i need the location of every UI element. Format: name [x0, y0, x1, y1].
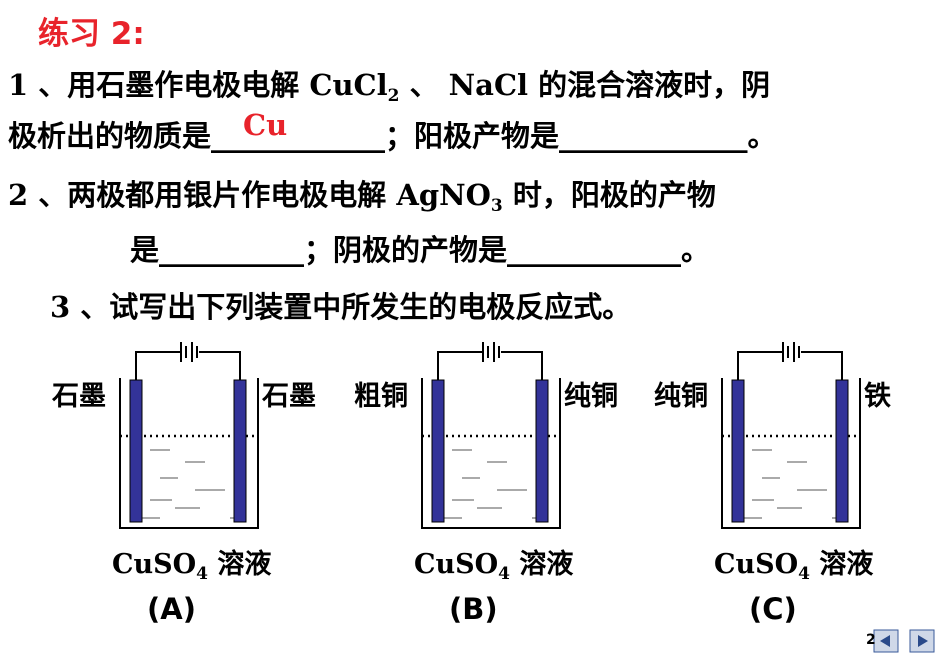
- electrode-label: 粗铜: [354, 381, 408, 412]
- question-line: 是__________；阴极的产物是____________。: [130, 227, 710, 269]
- text-part: 、 NaCl 的混合溶液时，阴: [399, 68, 771, 102]
- electrode-label: 石墨: [52, 381, 106, 412]
- beaker: [421, 378, 561, 529]
- electrode: [835, 379, 849, 523]
- text-part: CuSO: [714, 549, 799, 580]
- beaker: [119, 378, 259, 529]
- subscript: 4: [798, 564, 810, 584]
- text-part: 溶液: [809, 549, 874, 580]
- electrode-label: 石墨: [262, 381, 316, 412]
- text-part: CuSO: [414, 549, 499, 580]
- wire: [437, 351, 543, 380]
- solution-label: CuSO4 溶液: [112, 542, 271, 584]
- title: 练习 2:: [38, 16, 145, 52]
- text-part: 2 、两极都用银片作电极电解 AgNO: [8, 178, 491, 212]
- text-part: 是__________；阴极的产物是____________。: [130, 233, 711, 267]
- text-part: 溶液: [509, 549, 574, 580]
- subscript: 3: [490, 196, 503, 216]
- electrode: [129, 379, 143, 523]
- text-part: 溶液: [207, 549, 272, 580]
- text-part: 3 、试写出下列装置中所发生的电极反应式。: [50, 290, 632, 324]
- text-part: 1 、用石墨作电极电解 CuCl: [8, 68, 388, 102]
- nav-arrow: [880, 635, 890, 647]
- solution-label: CuSO4 溶液: [714, 542, 873, 584]
- subscript: 4: [196, 564, 208, 584]
- electrode: [731, 379, 745, 523]
- caption: (A): [147, 592, 196, 626]
- page-number: 2: [866, 632, 876, 648]
- electrode-label: 纯铜: [564, 381, 618, 412]
- electrode: [535, 379, 549, 523]
- caption: (B): [449, 592, 498, 626]
- subscript: 2: [387, 86, 400, 106]
- caption: (C): [749, 592, 797, 626]
- question-line: 3 、试写出下列装置中所发生的电极反应式。: [50, 284, 631, 326]
- question-line: 1 、用石墨作电极电解 CuCl2 、 NaCl 的混合溶液时，阴: [8, 62, 770, 106]
- solution-label: CuSO4 溶液: [414, 542, 573, 584]
- nav-arrow: [918, 635, 928, 647]
- electrode-label: 纯铜: [654, 381, 708, 412]
- answer: Cu: [243, 108, 288, 142]
- electrode: [233, 379, 247, 523]
- electrode: [431, 379, 445, 523]
- electrode-label: 铁: [864, 381, 891, 412]
- text-part: 极析出的物质是____________；阳极产物是_____________。: [8, 119, 777, 153]
- wire: [737, 351, 843, 380]
- question-line: 极析出的物质是____________；阳极产物是_____________。: [8, 113, 777, 155]
- question-line: 2 、两极都用银片作电极电解 AgNO3 时，阳极的产物: [8, 172, 716, 216]
- beaker: [721, 378, 861, 529]
- text-part: CuSO: [112, 549, 197, 580]
- subscript: 4: [498, 564, 510, 584]
- text-part: 时，阳极的产物: [502, 178, 716, 212]
- wire: [135, 351, 241, 380]
